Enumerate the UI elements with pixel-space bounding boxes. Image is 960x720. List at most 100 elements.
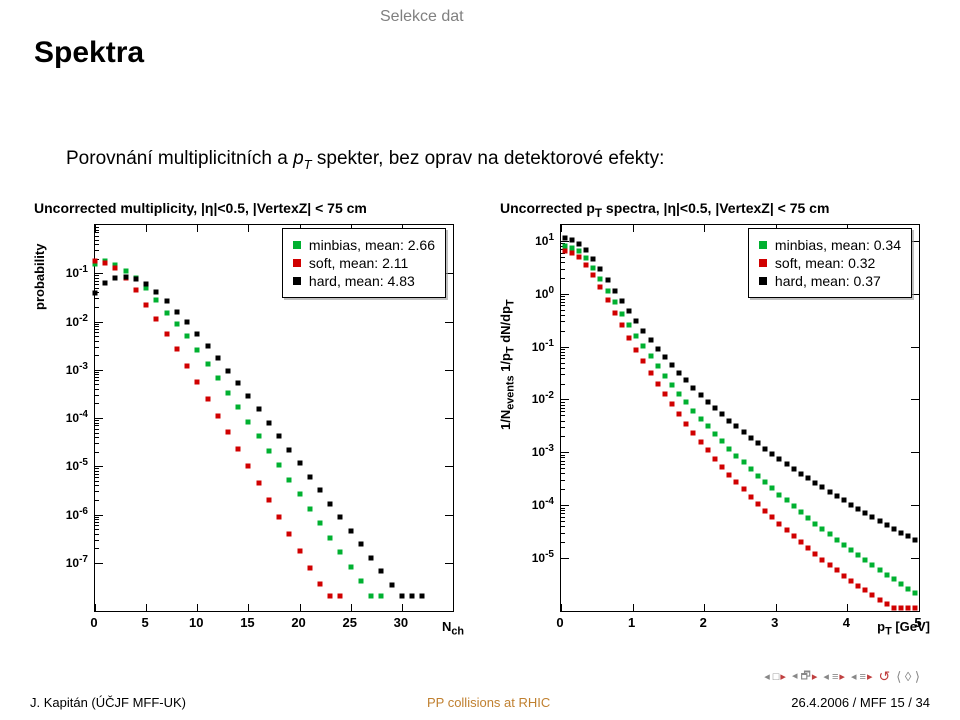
data-point bbox=[627, 322, 632, 327]
data-point bbox=[727, 418, 732, 423]
legend-label: minbias, mean: 2.66 bbox=[309, 237, 435, 253]
data-point bbox=[287, 477, 292, 482]
data-point bbox=[720, 412, 725, 417]
y-tick-label: 10-3 bbox=[34, 361, 88, 377]
data-point bbox=[598, 276, 603, 281]
data-point bbox=[798, 540, 803, 545]
data-point bbox=[144, 281, 149, 286]
data-point bbox=[562, 244, 567, 249]
data-point bbox=[763, 446, 768, 451]
data-point bbox=[605, 288, 610, 293]
data-point bbox=[791, 504, 796, 509]
data-point bbox=[569, 237, 574, 242]
data-point bbox=[164, 331, 169, 336]
data-point bbox=[379, 569, 384, 574]
data-point bbox=[877, 567, 882, 572]
data-point bbox=[741, 487, 746, 492]
data-point bbox=[277, 514, 282, 519]
legend-label: hard, mean: 0.37 bbox=[775, 273, 881, 289]
data-point bbox=[684, 421, 689, 426]
data-point bbox=[877, 597, 882, 602]
data-point bbox=[379, 593, 384, 598]
legend-item: soft, mean: 0.32 bbox=[759, 255, 901, 271]
y-tick-label: 10-7 bbox=[34, 554, 88, 570]
data-point bbox=[741, 460, 746, 465]
data-point bbox=[266, 420, 271, 425]
data-point bbox=[863, 588, 868, 593]
data-point bbox=[297, 492, 302, 497]
data-point bbox=[144, 302, 149, 307]
data-point bbox=[133, 277, 138, 282]
x-tick-label: 2 bbox=[700, 615, 707, 630]
data-point bbox=[154, 297, 159, 302]
x-tick-label: 25 bbox=[342, 615, 356, 630]
data-point bbox=[605, 298, 610, 303]
data-point bbox=[576, 241, 581, 246]
data-point bbox=[612, 288, 617, 293]
data-point bbox=[348, 564, 353, 569]
data-point bbox=[338, 593, 343, 598]
page-title: Spektra bbox=[34, 36, 144, 70]
data-point bbox=[813, 551, 818, 556]
data-point bbox=[906, 586, 911, 591]
data-point bbox=[328, 593, 333, 598]
data-point bbox=[877, 519, 882, 524]
legend-label: soft, mean: 2.11 bbox=[309, 255, 408, 271]
data-point bbox=[410, 593, 415, 598]
data-point bbox=[225, 368, 230, 373]
data-point bbox=[641, 359, 646, 364]
data-point bbox=[236, 381, 241, 386]
data-point bbox=[813, 521, 818, 526]
data-point bbox=[205, 396, 210, 401]
data-point bbox=[705, 424, 710, 429]
data-point bbox=[755, 473, 760, 478]
data-point bbox=[256, 481, 261, 486]
data-point bbox=[741, 430, 746, 435]
data-point bbox=[236, 447, 241, 452]
data-point bbox=[748, 467, 753, 472]
y-tick-label: 10-2 bbox=[500, 390, 554, 406]
data-point bbox=[634, 333, 639, 338]
data-point bbox=[891, 606, 896, 611]
y-tick-label: 10-1 bbox=[500, 338, 554, 354]
data-point bbox=[584, 248, 589, 253]
chart-title: Uncorrected multiplicity, |η|<0.5, |Vert… bbox=[34, 200, 367, 216]
data-point bbox=[870, 514, 875, 519]
multiplicity-chart: Uncorrected multiplicity, |η|<0.5, |Vert… bbox=[34, 200, 464, 640]
data-point bbox=[841, 498, 846, 503]
legend-marker bbox=[293, 259, 301, 267]
data-point bbox=[338, 515, 343, 520]
data-point bbox=[727, 472, 732, 477]
data-point bbox=[770, 515, 775, 520]
data-point bbox=[863, 558, 868, 563]
data-point bbox=[870, 562, 875, 567]
data-point bbox=[662, 373, 667, 378]
data-point bbox=[655, 364, 660, 369]
data-point bbox=[576, 255, 581, 260]
data-point bbox=[399, 593, 404, 598]
data-point bbox=[93, 290, 98, 295]
x-tick-label: 3 bbox=[771, 615, 778, 630]
data-point bbox=[884, 572, 889, 577]
data-point bbox=[215, 376, 220, 381]
x-tick-label: 30 bbox=[394, 615, 408, 630]
data-point bbox=[677, 391, 682, 396]
data-point bbox=[891, 577, 896, 582]
data-point bbox=[605, 277, 610, 282]
data-point bbox=[806, 476, 811, 481]
footer: J. Kapitán (ÚČJF MFF-UK) PP collisions a… bbox=[0, 695, 960, 710]
data-point bbox=[791, 466, 796, 471]
data-point bbox=[174, 321, 179, 326]
data-point bbox=[669, 402, 674, 407]
legend-item: minbias, mean: 2.66 bbox=[293, 237, 435, 253]
data-point bbox=[205, 361, 210, 366]
x-tick-label: 0 bbox=[556, 615, 563, 630]
data-point bbox=[328, 501, 333, 506]
data-point bbox=[863, 511, 868, 516]
data-point bbox=[195, 331, 200, 336]
data-point bbox=[841, 542, 846, 547]
data-point bbox=[641, 344, 646, 349]
data-point bbox=[669, 382, 674, 387]
data-point bbox=[358, 579, 363, 584]
legend-label: hard, mean: 4.83 bbox=[309, 273, 415, 289]
